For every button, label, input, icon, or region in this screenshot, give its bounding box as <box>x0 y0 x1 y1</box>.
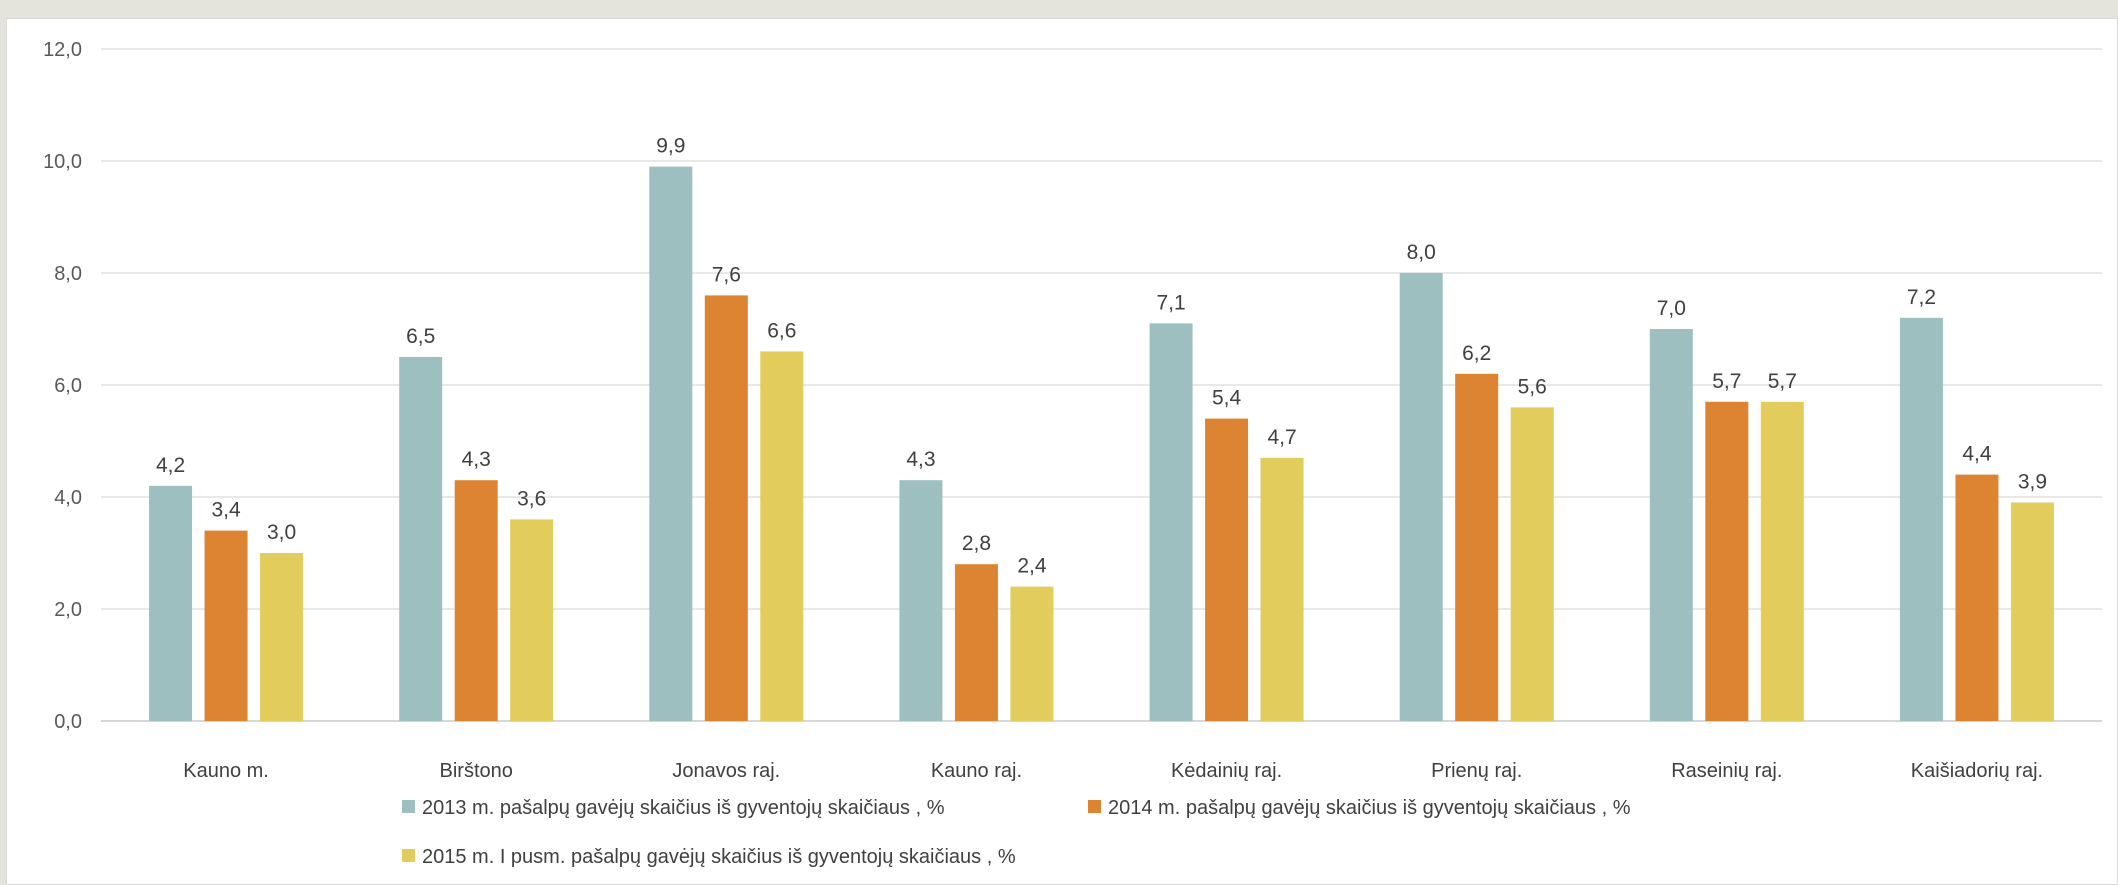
bar-series-2 <box>204 530 248 721</box>
bar-series-3 <box>1010 586 1054 721</box>
legend-swatch <box>1088 800 1101 813</box>
data-label: 9,9 <box>656 135 685 158</box>
data-label: 3,4 <box>211 499 241 522</box>
data-label: 4,3 <box>462 448 491 471</box>
data-label: 8,0 <box>1407 241 1436 264</box>
bar-series-1 <box>1899 317 1943 721</box>
y-tick-label: 0,0 <box>54 711 82 733</box>
x-tick-label: Prienų raj. <box>1431 760 1522 782</box>
data-label: 2,4 <box>1017 555 1047 578</box>
data-label: 7,1 <box>1156 291 1185 314</box>
y-tick-label: 4,0 <box>54 487 82 509</box>
data-label: 7,2 <box>1907 286 1936 309</box>
bar-series-1 <box>399 357 443 721</box>
bar-series-3 <box>510 519 554 721</box>
x-tick-label: Kauno m. <box>183 760 269 782</box>
bar-series-2 <box>1705 401 1749 721</box>
y-axis: 0,0 2,0 4,0 6,0 8,0 10,0 12,0 <box>43 39 82 733</box>
x-tick-label: Kėdainių raj. <box>1171 760 1282 782</box>
bar-series-2 <box>1955 474 1999 721</box>
bar-series-1 <box>1149 323 1193 721</box>
x-tick-label: Jonavos raj. <box>672 760 780 782</box>
bar-series-3 <box>260 553 304 721</box>
data-label: 6,5 <box>406 325 435 348</box>
bar-series-2 <box>954 564 998 721</box>
chart-frame: 0,0 2,0 4,0 6,0 8,0 10,0 12,0 4,2 3,4 3,0 6,5 4,3 3… <box>6 18 2118 885</box>
legend-swatch <box>402 800 415 813</box>
bar-series-3 <box>2010 502 2054 721</box>
bar-series-2 <box>1205 418 1249 721</box>
y-tick-label: 6,0 <box>54 375 82 397</box>
legend-swatch <box>402 849 415 862</box>
data-label: 5,7 <box>1768 370 1797 393</box>
bar-series-1 <box>149 485 193 721</box>
x-axis: Kauno m. Birštono Jonavos raj. Kauno raj. Kė… <box>183 760 2043 782</box>
bar-series-2 <box>704 295 748 721</box>
data-label: 5,4 <box>1212 387 1242 410</box>
bar-series-2 <box>1455 373 1499 721</box>
legend-label: 2013 m. pašalpų gavėjų skaičius iš gyven… <box>422 797 945 819</box>
data-label: 3,0 <box>267 521 296 544</box>
data-label: 4,3 <box>906 448 935 471</box>
y-tick-label: 12,0 <box>43 39 82 61</box>
data-label: 3,9 <box>2018 471 2047 494</box>
data-label: 5,7 <box>1712 370 1741 393</box>
bar-series-3 <box>1260 457 1304 721</box>
x-tick-label: Kauno raj. <box>931 760 1022 782</box>
bar-series-2 <box>454 480 498 721</box>
legend: 2013 m. pašalpų gavėjų skaičius iš gyven… <box>402 797 1631 868</box>
data-label: 7,6 <box>712 263 741 286</box>
bar-series-1 <box>1399 273 1443 721</box>
bars <box>149 166 2054 722</box>
bar-series-3 <box>1510 407 1554 721</box>
x-tick-label: Birštono <box>440 760 513 782</box>
bar-series-3 <box>1760 401 1804 721</box>
data-label: 5,6 <box>1518 375 1547 398</box>
bar-series-1 <box>1649 329 1693 721</box>
data-label: 3,6 <box>517 487 546 510</box>
data-label: 4,4 <box>1962 443 1992 466</box>
data-label: 6,2 <box>1462 342 1491 365</box>
y-tick-label: 2,0 <box>54 599 82 621</box>
data-label: 7,0 <box>1657 297 1686 320</box>
data-labels: 4,2 3,4 3,0 6,5 4,3 3,6 9,9 7,6 6,6 4,3 2,8 2,4 7,1 5… <box>156 135 2047 578</box>
x-tick-label: Raseinių raj. <box>1671 760 1782 782</box>
x-tick-label: Kaišiadorių raj. <box>1911 760 2043 782</box>
legend-label: 2014 m. pašalpų gavėjų skaičius iš gyven… <box>1108 797 1631 819</box>
bar-chart: 0,0 2,0 4,0 6,0 8,0 10,0 12,0 4,2 3,4 3,0 6,5 4,3 3… <box>43 39 2102 868</box>
bar-series-3 <box>760 351 804 721</box>
bar-series-1 <box>899 480 943 721</box>
data-label: 4,7 <box>1267 426 1296 449</box>
data-label: 4,2 <box>156 454 185 477</box>
bar-series-1 <box>649 166 693 722</box>
y-tick-label: 10,0 <box>43 151 82 173</box>
data-label: 2,8 <box>962 532 991 555</box>
y-tick-label: 8,0 <box>54 263 82 285</box>
legend-label: 2015 m. I pusm. pašalpų gavėjų skaičius … <box>422 846 1016 868</box>
data-label: 6,6 <box>767 319 796 342</box>
